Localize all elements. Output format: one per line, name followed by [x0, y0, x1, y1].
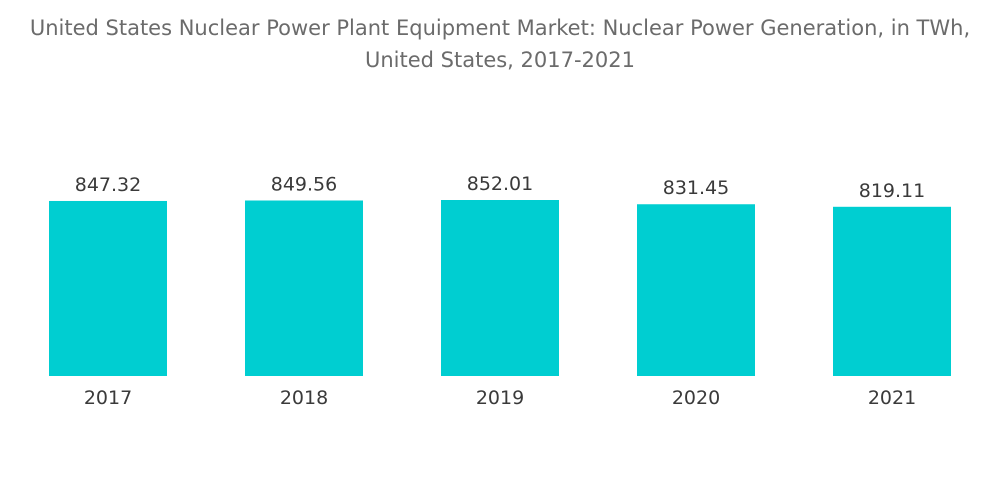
- bar-2018: [245, 200, 363, 376]
- bar-2017: [49, 200, 167, 376]
- value-label-2018: 849.56: [271, 174, 337, 196]
- bar-2021: [833, 206, 951, 376]
- value-label-2017: 847.32: [75, 174, 141, 196]
- bar-2019: [441, 200, 559, 376]
- chart-title-line-2: United States, 2017-2021: [364, 48, 636, 72]
- value-label-2020: 831.45: [663, 177, 729, 199]
- x-tick-label-2017: 2017: [84, 387, 132, 409]
- x-tick-label-2020: 2020: [672, 387, 720, 409]
- x-tick-label-2019: 2019: [476, 387, 524, 409]
- chart-title-line-1: United States Nuclear Power Plant Equipm…: [29, 16, 971, 40]
- x-tick-label-2021: 2021: [868, 387, 916, 409]
- value-label-2019: 852.01: [467, 173, 533, 195]
- value-label-2021: 819.11: [859, 180, 925, 202]
- x-tick-label-2018: 2018: [280, 387, 328, 409]
- chart-title: United States Nuclear Power Plant Equipm…: [0, 12, 1000, 76]
- bar-2020: [637, 204, 755, 376]
